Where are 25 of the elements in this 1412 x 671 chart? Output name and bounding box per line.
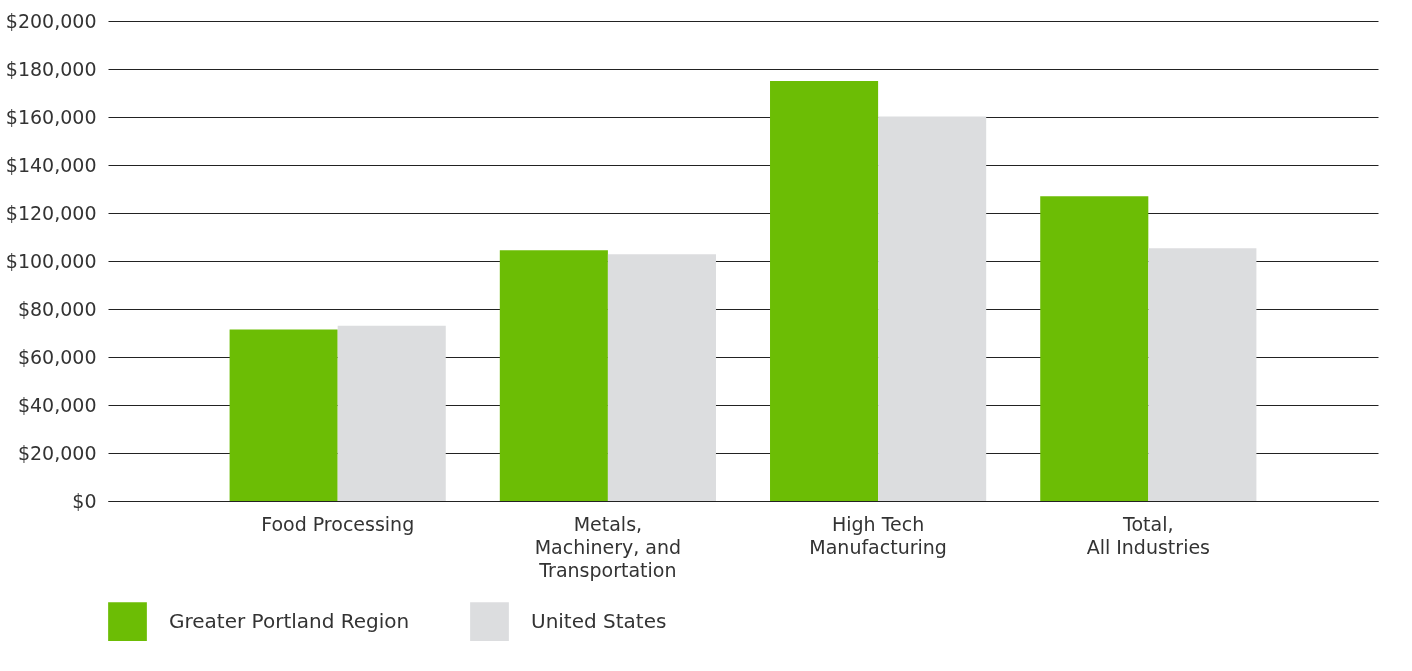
y-tick-label: $0 — [72, 489, 97, 512]
legend-label: Greater Portland Region — [169, 608, 410, 633]
y-tick-label: $60,000 — [17, 345, 97, 368]
bar — [607, 254, 716, 501]
bar — [770, 81, 879, 501]
bar — [878, 116, 987, 501]
bar — [1148, 248, 1257, 501]
bar — [229, 329, 338, 501]
y-tick-label: $120,000 — [5, 201, 97, 224]
x-tick-label: High Tech Manufacturing — [809, 512, 947, 558]
bar — [337, 325, 446, 501]
y-tick-label: $200,000 — [5, 9, 97, 32]
x-tick-label: Food Processing — [261, 512, 415, 535]
y-tick-label: $80,000 — [17, 297, 97, 320]
y-tick-label: $40,000 — [17, 393, 97, 416]
bar — [1040, 196, 1149, 501]
y-tick-label: $180,000 — [5, 57, 97, 80]
y-tick-label: $20,000 — [17, 441, 97, 464]
y-tick-label: $140,000 — [5, 153, 97, 176]
y-tick-label: $100,000 — [5, 249, 97, 272]
x-tick-label: Metals, Machinery, and Transportation — [534, 512, 682, 581]
legend-label: United States — [531, 608, 667, 633]
x-tick-label: Total, All Industries — [1086, 512, 1211, 558]
bar — [499, 250, 608, 501]
y-tick-label: $160,000 — [5, 105, 97, 128]
